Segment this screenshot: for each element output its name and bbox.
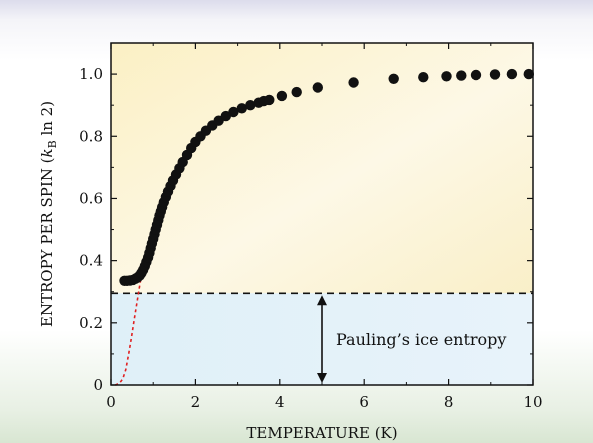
data-point xyxy=(245,100,256,111)
low-temperature-dashed-curve xyxy=(114,272,143,386)
data-point xyxy=(276,90,288,102)
x-tick-label: 8 xyxy=(444,393,454,411)
x-tick-label: 0 xyxy=(106,393,116,411)
data-point xyxy=(236,103,247,114)
data-point xyxy=(312,82,323,93)
arrow-head-up xyxy=(317,295,327,306)
y-axis-label-k: k xyxy=(38,148,56,157)
data-point xyxy=(506,68,518,80)
x-tick-label: 2 xyxy=(191,393,201,411)
x-ticks: 0 2 4 6 8 10 xyxy=(106,43,543,411)
data-point xyxy=(470,69,482,81)
y-axis-label-rest: ln 2) xyxy=(38,101,56,140)
data-point xyxy=(388,73,399,85)
data-point xyxy=(228,106,239,118)
x-tick-label: 6 xyxy=(359,393,369,411)
data-point xyxy=(220,110,231,122)
pauling-entropy-arrow xyxy=(317,295,327,383)
arrow-head-down xyxy=(317,373,327,383)
y-tick-label: 0.8 xyxy=(79,127,103,145)
data-point xyxy=(348,77,359,88)
data-point xyxy=(264,94,275,106)
y-tick-label: 1.0 xyxy=(79,65,103,83)
y-ticks: 0 0.2 0.4 0.6 0.8 1.0 xyxy=(79,42,533,394)
pauling-entropy-label: Pauling’s ice entropy xyxy=(336,330,506,349)
data-point xyxy=(456,70,467,81)
y-axis-label-sub: B xyxy=(46,140,59,148)
x-tick-label: 10 xyxy=(523,393,542,411)
data-point xyxy=(291,86,302,98)
x-tick-label: 4 xyxy=(275,393,285,411)
y-axis-label-text: ENTROPY PER SPIN ( xyxy=(38,158,56,328)
y-tick-label: 0.2 xyxy=(79,314,103,332)
y-tick-label: 0.4 xyxy=(79,252,103,270)
data-point xyxy=(523,68,534,80)
plot-frame xyxy=(110,42,534,386)
y-tick-label: 0 xyxy=(93,376,103,394)
y-tick-label: 0.6 xyxy=(79,189,103,207)
data-points xyxy=(119,68,534,286)
data-point xyxy=(418,72,429,83)
data-point xyxy=(441,71,452,82)
x-axis-label: TEMPERATURE (K) xyxy=(246,424,397,442)
y-axis-label: ENTROPY PER SPIN (kB ln 2) xyxy=(38,101,59,327)
data-point xyxy=(489,69,501,80)
